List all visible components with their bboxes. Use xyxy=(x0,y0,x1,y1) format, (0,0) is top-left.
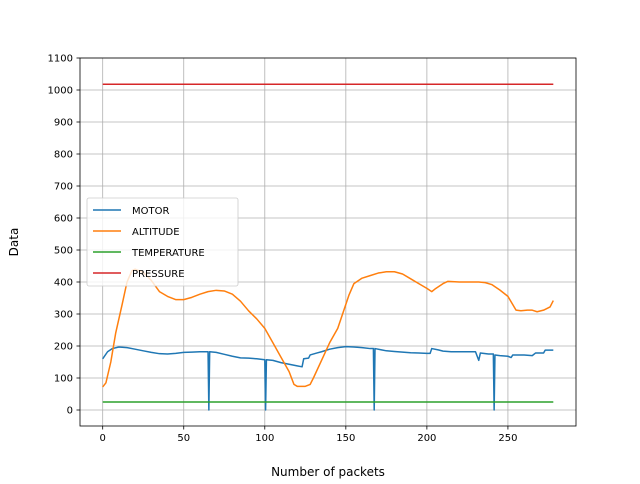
x-axis: 0 50 100 150 200 250 xyxy=(100,426,517,444)
legend-box xyxy=(86,197,239,287)
plot-frame xyxy=(79,57,577,427)
series-line-motor xyxy=(102,345,554,411)
x-tick-label: 150 xyxy=(336,433,355,444)
series-line-altitude xyxy=(102,268,554,388)
y-tick-label: 900 xyxy=(54,118,73,129)
grid-lines xyxy=(80,57,576,426)
y-tick-label: 500 xyxy=(54,246,73,257)
x-tick-label: 200 xyxy=(417,433,436,444)
x-tick-label: 0 xyxy=(100,433,106,444)
legend: MOTOR ALTITUDE TEMPERATURE PRESSURE xyxy=(86,197,239,287)
legend-label: ALTITUDE xyxy=(132,227,180,238)
legend-label: PRESSURE xyxy=(132,269,185,280)
y-tick-label: 400 xyxy=(54,278,73,289)
y-tick-label: 1100 xyxy=(48,54,73,65)
x-tick-label: 250 xyxy=(498,433,517,444)
x-tick-label: 100 xyxy=(255,433,274,444)
y-tick-label: 0 xyxy=(67,406,73,417)
y-tick-label: 600 xyxy=(54,214,73,225)
y-axis-title: Data xyxy=(7,228,21,257)
y-tick-label: 800 xyxy=(54,150,73,161)
legend-label: MOTOR xyxy=(132,206,169,217)
y-tick-label: 100 xyxy=(54,374,73,385)
y-tick-label: 1000 xyxy=(48,86,73,97)
x-tick-label: 50 xyxy=(177,433,190,444)
x-axis-title: Number of packets xyxy=(271,465,385,479)
y-tick-label: 200 xyxy=(54,342,73,353)
y-tick-label: 300 xyxy=(54,310,73,321)
y-tick-label: 700 xyxy=(54,182,73,193)
y-axis: 0 100 200 300 400 500 600 700 800 900 1000 1100 xyxy=(48,54,80,417)
legend-label: TEMPERATURE xyxy=(131,248,205,259)
series-lines xyxy=(102,83,554,411)
